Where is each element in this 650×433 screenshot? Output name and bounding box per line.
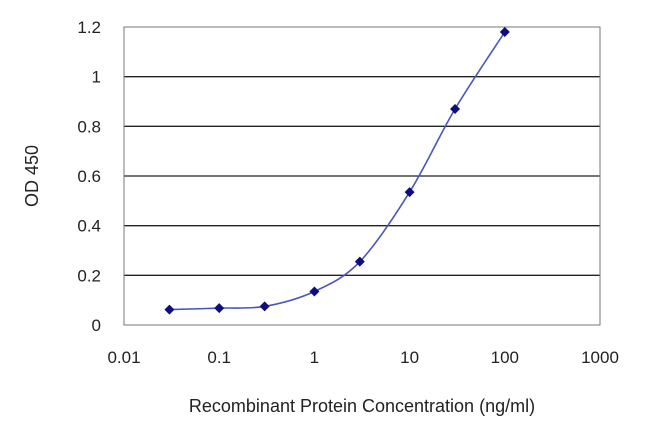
x-tick-label: 100 [491,348,519,367]
data-point-marker [214,303,225,314]
y-tick-label: 0.4 [77,217,101,236]
y-tick-label: 0.8 [77,117,101,136]
data-point-marker [404,187,415,198]
data-point-marker [499,26,510,37]
y-axis-title: OD 450 [22,145,42,207]
x-tick-label: 1 [310,348,319,367]
x-tick-label: 0.1 [207,348,231,367]
data-point-marker [354,256,365,267]
data-point-marker [164,304,175,315]
y-axis-tick-labels: 0 0.2 0.4 0.6 0.8 1 1.2 [77,18,101,335]
y-tick-label: 1.2 [77,18,101,37]
gridlines [124,76,600,276]
y-tick-label: 0 [92,316,101,335]
x-tick-label: 10 [400,348,419,367]
data-series [164,26,510,315]
x-axis-tick-labels: 0.01 0.1 1 10 100 1000 [107,348,618,367]
y-tick-label: 0.6 [77,167,101,186]
data-point-marker [309,286,320,297]
y-tick-label: 0.2 [77,266,101,285]
x-tick-label: 1000 [581,348,619,367]
plot-border [123,26,601,326]
data-point-marker [259,301,270,312]
x-axis-title: Recombinant Protein Concentration (ng/ml… [189,396,535,416]
x-tick-label: 0.01 [107,348,140,367]
y-tick-label: 1 [92,68,101,87]
data-point-marker [450,103,461,114]
